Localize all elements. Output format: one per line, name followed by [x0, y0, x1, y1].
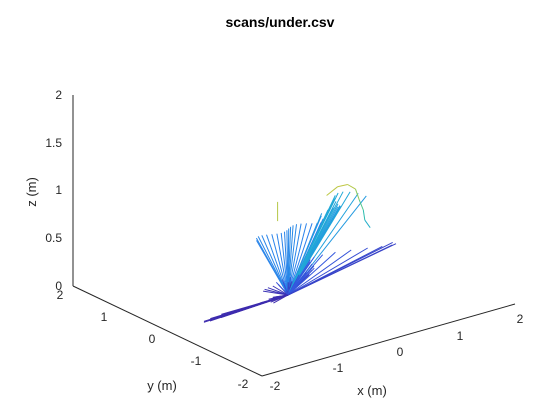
scan-lines	[203, 184, 397, 323]
scan-ray	[287, 223, 302, 296]
scan-ray	[287, 192, 339, 296]
scan-ray	[287, 256, 315, 296]
y-axis-ticks: -2 -1 0 1 2	[57, 288, 249, 391]
scan-edge-segment	[358, 199, 364, 211]
scan-ray	[267, 287, 289, 296]
z-tick-label: 0.5	[45, 231, 62, 245]
x-axis-line	[261, 303, 516, 377]
scan-ray	[261, 235, 289, 296]
scan-ray	[287, 241, 393, 296]
y-tick-label: 2	[57, 288, 64, 302]
x-tick-label: 1	[457, 329, 464, 343]
scan-ray	[287, 277, 291, 296]
x-tick-label: -2	[270, 379, 281, 393]
scan-ray	[287, 225, 294, 296]
z-axis-ticks: 0 0.5 1 1.5 2	[45, 88, 62, 293]
scan-ray	[287, 249, 352, 296]
z-tick-label: 1	[55, 183, 62, 197]
x-tick-label: 2	[517, 312, 524, 326]
scan-edge-segment	[355, 188, 360, 201]
scan-ray	[275, 281, 289, 296]
scan-ray	[287, 251, 336, 296]
y-tick-label: 1	[101, 310, 108, 324]
axes-frame	[72, 95, 516, 377]
scan-ray	[273, 294, 289, 304]
z-tick-label: 1.5	[45, 136, 62, 150]
x-tick-label: 0	[397, 345, 404, 359]
scan-edge-segment	[364, 219, 371, 228]
scan-ray	[287, 223, 313, 296]
scan-ray	[282, 279, 289, 296]
y-tick-label: -1	[191, 354, 202, 368]
z-tick-label: 2	[55, 88, 62, 102]
x-axis-ticks: -2 -1 0 1 2	[270, 312, 524, 393]
scan-ray	[257, 236, 289, 296]
y-axis-line	[72, 285, 263, 377]
y-axis-label: y (m)	[147, 378, 177, 393]
scan-ray	[287, 247, 368, 296]
scan-ray	[276, 233, 289, 296]
y-tick-label: -2	[238, 377, 249, 391]
scan-ray	[271, 234, 289, 296]
z-tick-label: 0	[55, 279, 62, 293]
y-tick-label: 0	[149, 332, 156, 346]
chart-title: scans/under.csv	[226, 14, 335, 30]
scan-ray	[272, 285, 289, 296]
scan-edge-segment	[347, 184, 356, 190]
scan-ray	[287, 213, 323, 296]
scan-ray	[280, 232, 289, 296]
x-tick-label: -1	[333, 361, 344, 375]
scan-edge-segment	[326, 186, 338, 196]
x-axis-label: x (m)	[357, 383, 387, 398]
scan-ray	[287, 254, 324, 296]
z-axis-label: z (m)	[24, 177, 39, 207]
scan-edge-segment	[362, 209, 366, 221]
scan-edge-segment	[337, 184, 348, 188]
